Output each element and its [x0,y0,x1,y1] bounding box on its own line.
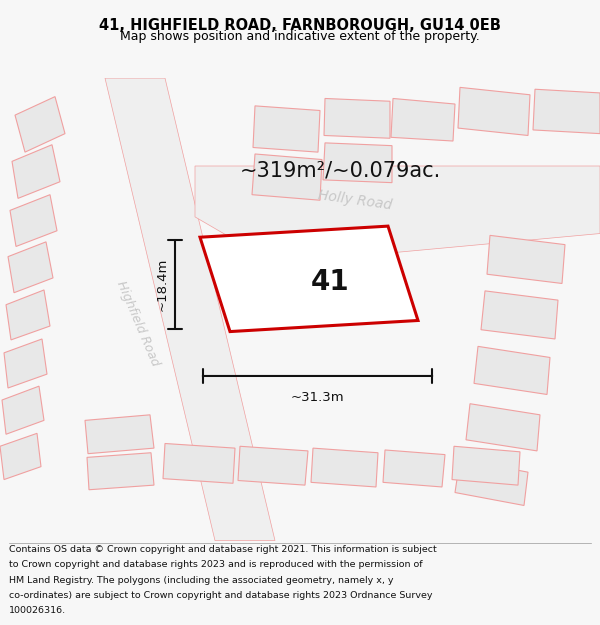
Text: ~319m²/~0.079ac.: ~319m²/~0.079ac. [239,161,440,181]
Polygon shape [391,99,455,141]
Polygon shape [0,433,41,479]
Text: co-ordinates) are subject to Crown copyright and database rights 2023 Ordnance S: co-ordinates) are subject to Crown copyr… [9,591,433,600]
Polygon shape [200,226,418,332]
Polygon shape [8,242,53,292]
Polygon shape [324,99,390,138]
Polygon shape [10,194,57,246]
Polygon shape [455,459,528,506]
Polygon shape [474,346,550,394]
Polygon shape [383,450,445,487]
Polygon shape [487,236,565,284]
Text: Holly Road: Holly Road [317,188,393,213]
Text: Highfield Road: Highfield Road [114,279,162,368]
Text: 41: 41 [311,268,349,296]
Text: ~31.3m: ~31.3m [290,391,344,404]
Polygon shape [195,166,600,254]
Text: Contains OS data © Crown copyright and database right 2021. This information is : Contains OS data © Crown copyright and d… [9,545,437,554]
Polygon shape [2,386,44,434]
Text: to Crown copyright and database rights 2023 and is reproduced with the permissio: to Crown copyright and database rights 2… [9,560,422,569]
Polygon shape [6,290,50,340]
Text: ~18.4m: ~18.4m [156,258,169,311]
Polygon shape [311,448,378,487]
Text: 41, HIGHFIELD ROAD, FARNBOROUGH, GU14 0EB: 41, HIGHFIELD ROAD, FARNBOROUGH, GU14 0E… [99,18,501,32]
Polygon shape [252,154,322,200]
Polygon shape [458,88,530,136]
Polygon shape [452,446,520,485]
Text: HM Land Registry. The polygons (including the associated geometry, namely x, y: HM Land Registry. The polygons (includin… [9,576,394,584]
Polygon shape [15,97,65,152]
Polygon shape [4,339,47,388]
Text: Map shows position and indicative extent of the property.: Map shows position and indicative extent… [120,30,480,43]
Polygon shape [533,89,600,134]
Polygon shape [323,143,392,182]
Polygon shape [466,404,540,451]
Polygon shape [253,106,320,152]
Polygon shape [105,78,275,541]
Polygon shape [12,145,60,198]
Polygon shape [481,291,558,339]
Text: 100026316.: 100026316. [9,606,66,615]
Polygon shape [87,452,154,490]
Polygon shape [85,415,154,454]
Polygon shape [238,446,308,485]
Polygon shape [163,444,235,483]
